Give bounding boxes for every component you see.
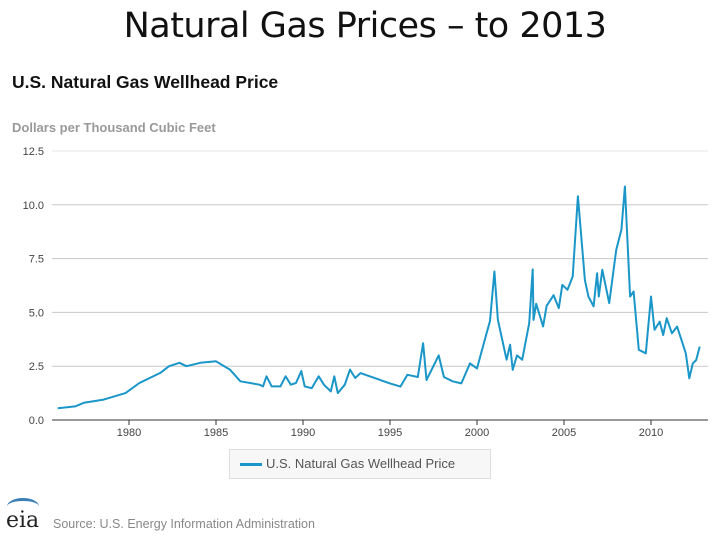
source-text: Source: U.S. Energy Information Administ… xyxy=(53,517,315,531)
line-chart: 0.0 2.5 5.0 7.5 10.0 12.5 1980 1985 1990 1995 2000… xyxy=(23,146,708,439)
y-tick-label: 7.5 xyxy=(29,254,44,266)
slide-title: Natural Gas Prices – to 2013 xyxy=(123,6,607,46)
chart-title: U.S. Natural Gas Wellhead Price xyxy=(12,72,279,92)
eia-logo: eia xyxy=(6,508,40,533)
x-tick-label: 2010 xyxy=(639,427,663,439)
y-tick-label: 12.5 xyxy=(23,146,44,158)
x-tick-label: 1990 xyxy=(291,427,315,439)
eia-logo-arc-icon xyxy=(7,498,39,515)
x-tick-label: 1995 xyxy=(378,427,402,439)
y-tick-label: 10.0 xyxy=(23,200,44,212)
y-axis-label: Dollars per Thousand Cubic Feet xyxy=(12,120,216,135)
series-line xyxy=(57,185,701,410)
legend-label: U.S. Natural Gas Wellhead Price xyxy=(266,456,456,471)
legend: U.S. Natural Gas Wellhead Price xyxy=(229,449,491,479)
y-tick-label: 2.5 xyxy=(29,361,44,373)
x-tick-label: 2000 xyxy=(465,427,489,439)
y-tick-label: 0.0 xyxy=(29,415,44,427)
x-tick-label: 1980 xyxy=(117,427,141,439)
x-tick-label: 2005 xyxy=(552,427,576,439)
legend-swatch xyxy=(240,463,262,466)
y-tick-label: 5.0 xyxy=(29,307,44,319)
x-tick-label: 1985 xyxy=(204,427,228,439)
